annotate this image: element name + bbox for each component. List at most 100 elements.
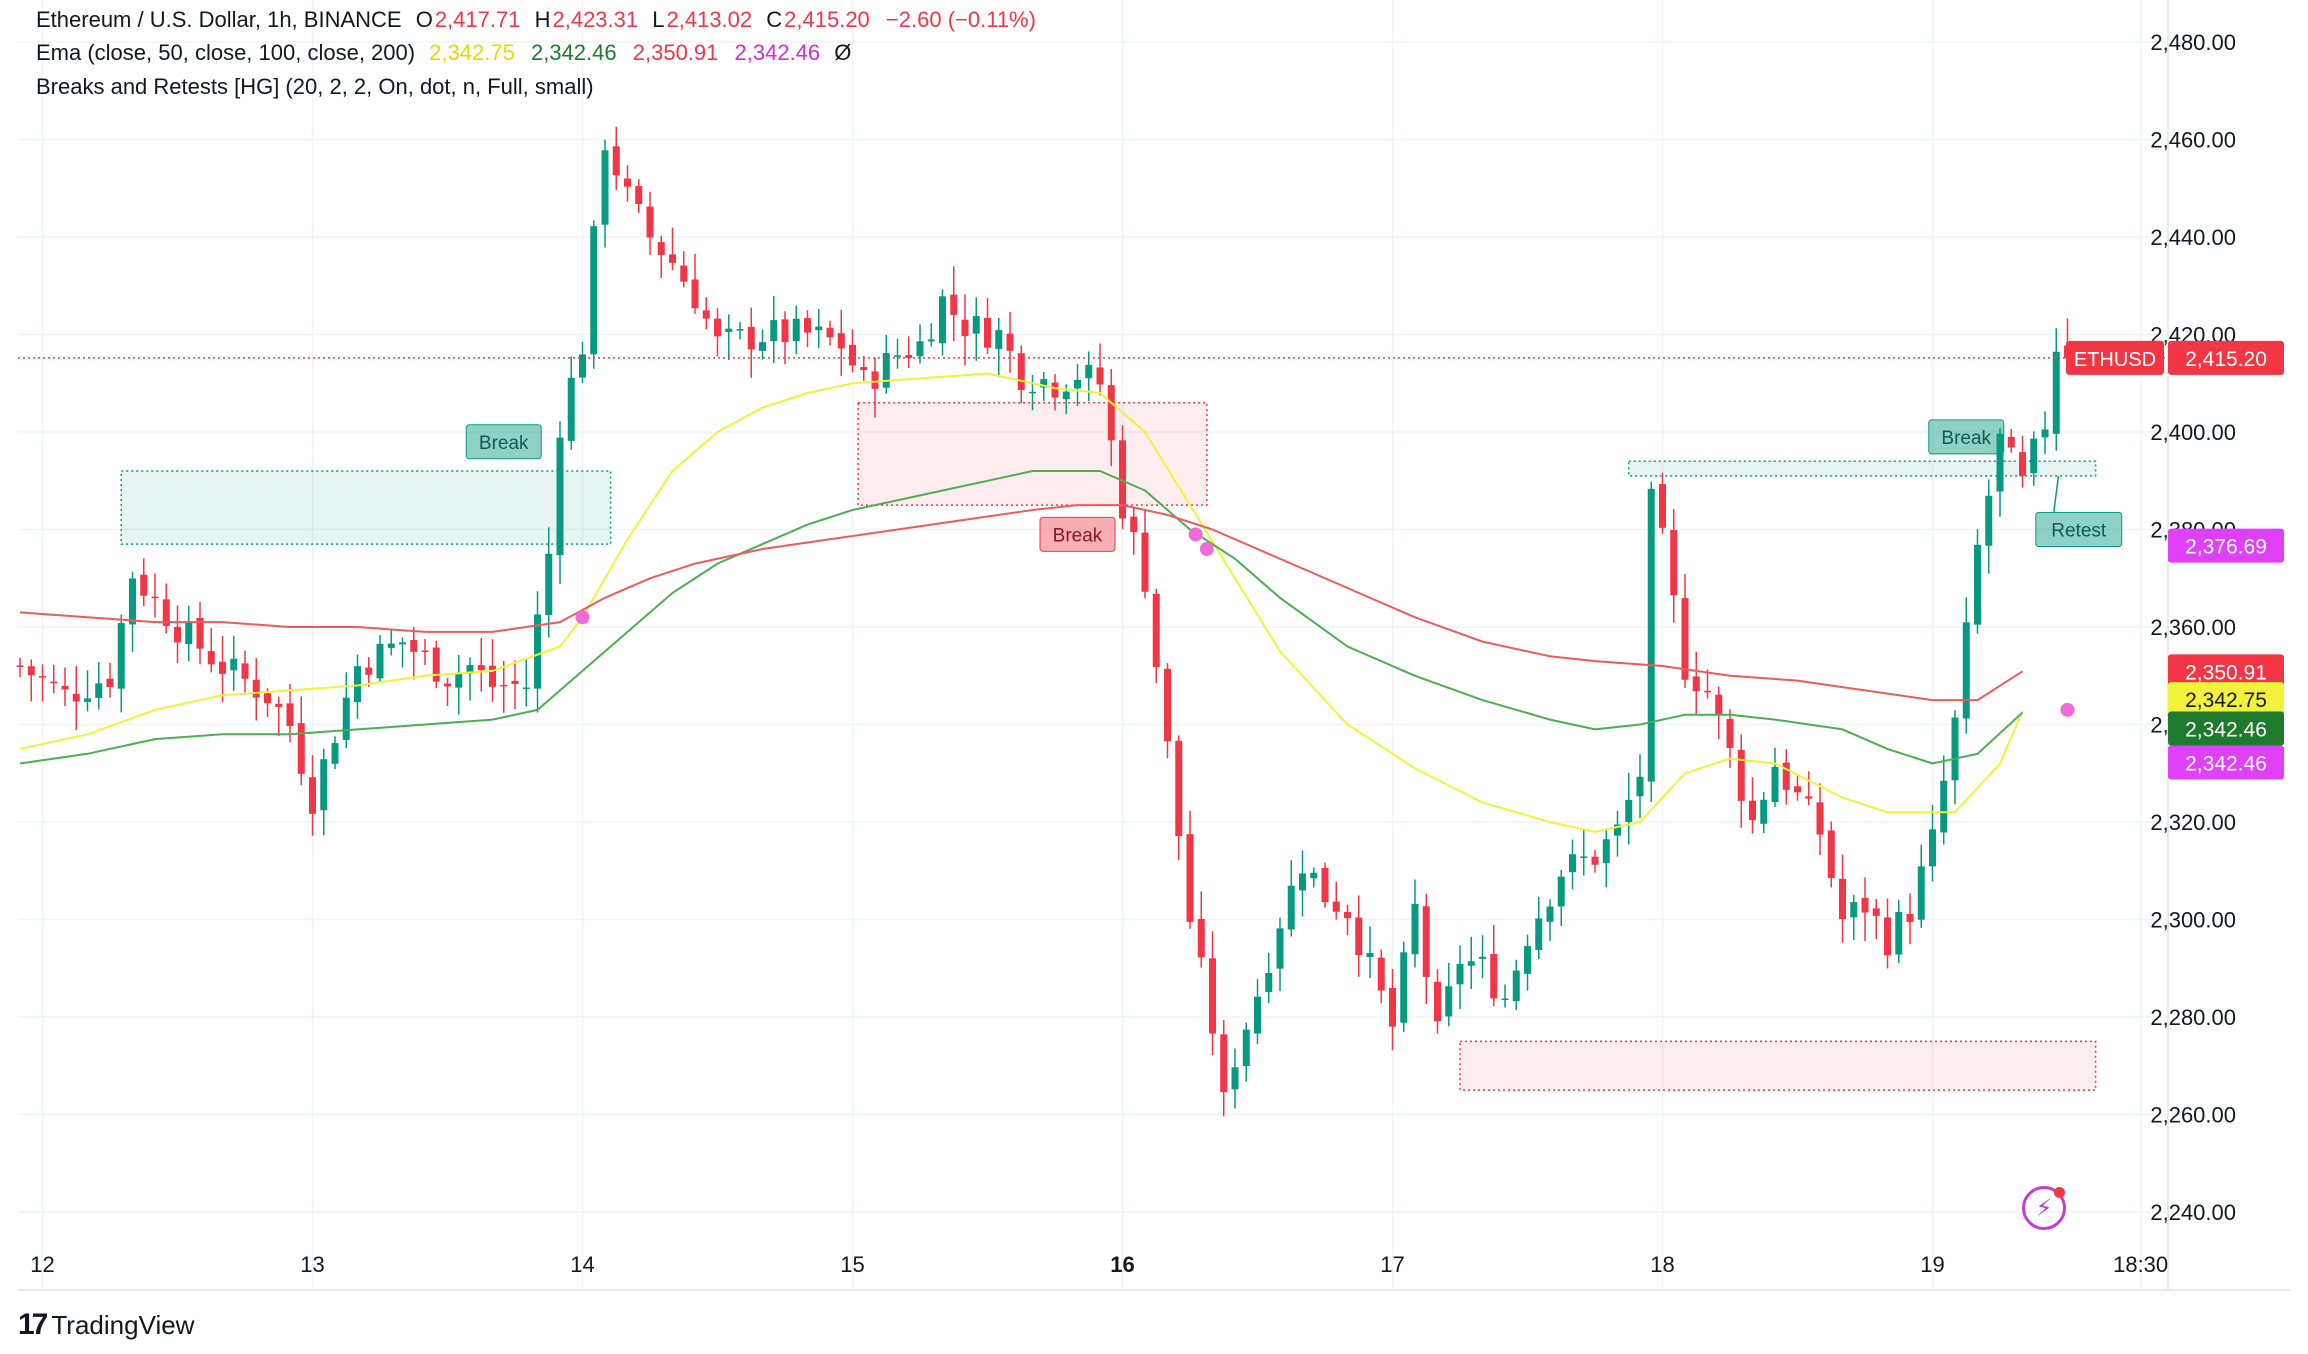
chart-grid bbox=[18, 0, 2168, 1290]
candle-body bbox=[522, 687, 530, 690]
candle-body bbox=[1096, 367, 1104, 385]
break-retest-zones bbox=[120, 402, 2097, 1091]
candle-body bbox=[972, 316, 980, 334]
candle-body bbox=[916, 341, 924, 357]
candle-body bbox=[196, 617, 204, 649]
candle-body bbox=[1962, 622, 1970, 719]
candle-body bbox=[1141, 532, 1149, 592]
ema-cross-dot bbox=[2060, 702, 2075, 717]
candle-body bbox=[556, 437, 564, 556]
indicator-legend[interactable]: Breaks and Retests [HG] (20, 2, 2, On, d… bbox=[36, 70, 594, 104]
ema50-value: 2,342.75 bbox=[429, 40, 515, 65]
candle-body bbox=[1186, 834, 1194, 922]
candle-body bbox=[365, 667, 373, 675]
candle-body bbox=[1535, 918, 1543, 950]
candle-body bbox=[1917, 866, 1925, 920]
candle-body bbox=[95, 683, 103, 698]
flash-icon[interactable]: ⚡ bbox=[2022, 1186, 2066, 1230]
candle-body bbox=[387, 643, 395, 648]
candle-body bbox=[1760, 799, 1768, 824]
candle-body bbox=[1749, 800, 1756, 821]
price-tag-text: 2,342.46 bbox=[2185, 753, 2267, 776]
candle-body bbox=[2019, 452, 2026, 476]
candle-body bbox=[241, 663, 249, 679]
candle-body bbox=[1389, 987, 1396, 1027]
candle-body bbox=[286, 703, 294, 726]
support-zone bbox=[1628, 460, 2097, 477]
indicator-legend-label: Breaks and Retests [HG] (20, 2, 2, On, d… bbox=[36, 74, 594, 99]
retest-connector bbox=[2053, 475, 2060, 513]
candle-body bbox=[1310, 872, 1318, 879]
candle-body bbox=[511, 680, 519, 684]
candle-body bbox=[1974, 544, 1981, 625]
candle-body bbox=[1647, 488, 1655, 782]
candle-body bbox=[1152, 593, 1160, 668]
time-tick-label: 18 bbox=[1650, 1252, 1674, 1277]
candle-body bbox=[27, 666, 35, 676]
candle-body bbox=[1861, 897, 1869, 913]
price-tag bbox=[2168, 654, 2284, 689]
candle-body bbox=[714, 318, 721, 337]
candle-body bbox=[1332, 901, 1340, 912]
symbol-title[interactable]: Ethereum / U.S. Dollar, 1h, BINANCE bbox=[36, 7, 402, 32]
ema200-value: 2,350.91 bbox=[632, 40, 719, 65]
ema-cross-dot bbox=[1188, 527, 1203, 542]
candle-body bbox=[725, 328, 733, 332]
candle-body bbox=[1850, 902, 1858, 918]
break-retest-labels: Break Break Break Retest bbox=[465, 419, 2123, 552]
candle-body bbox=[646, 206, 654, 238]
candle-body bbox=[500, 684, 508, 687]
candle-body bbox=[2052, 351, 2060, 434]
candle-body bbox=[72, 693, 80, 702]
candle-body bbox=[1906, 913, 1914, 923]
tradingview-logo[interactable]: 17 TradingView bbox=[18, 1308, 194, 1342]
price-tag bbox=[2168, 682, 2284, 717]
ema-legend[interactable]: Ema (close, 50, close, 100, close, 200) … bbox=[36, 36, 851, 70]
price-tag bbox=[2168, 340, 2284, 375]
candle-body bbox=[1029, 391, 1036, 394]
candle-body bbox=[961, 319, 969, 337]
candle-body bbox=[1512, 970, 1520, 1001]
support-zone bbox=[120, 470, 612, 545]
time-tick-label: 15 bbox=[840, 1252, 864, 1277]
price-tag-text: 2,342.75 bbox=[2185, 689, 2267, 712]
candle-body bbox=[207, 651, 215, 665]
price-tick-label: 2,480.00 bbox=[2150, 30, 2236, 55]
candle-body bbox=[1434, 981, 1441, 1022]
candle-body bbox=[1805, 796, 1813, 799]
candle-body bbox=[1130, 516, 1138, 533]
candle-body bbox=[995, 330, 1003, 349]
candle-body bbox=[174, 626, 181, 643]
break-label: Break bbox=[1053, 525, 1103, 546]
candle-body bbox=[477, 665, 485, 671]
candle-body bbox=[320, 759, 328, 811]
candle-body bbox=[455, 672, 463, 688]
candle-body bbox=[275, 703, 283, 707]
candle-body bbox=[1355, 917, 1363, 956]
candle-body bbox=[1737, 749, 1745, 801]
candle-body bbox=[39, 676, 46, 678]
candle-body bbox=[1771, 766, 1779, 803]
break-label-box bbox=[465, 424, 542, 460]
ema-lines bbox=[19, 372, 2024, 833]
symbol-tag bbox=[2066, 340, 2164, 375]
candle-body bbox=[1524, 946, 1531, 974]
candle-body bbox=[1040, 379, 1048, 388]
candle-body bbox=[567, 377, 575, 441]
price-tag-text: 2,342.46 bbox=[2185, 719, 2267, 742]
time-tick-label: 14 bbox=[570, 1252, 594, 1277]
candle-body bbox=[489, 665, 496, 687]
break-label-box bbox=[1039, 516, 1116, 552]
candle-body bbox=[376, 643, 384, 679]
candle-body bbox=[230, 658, 238, 671]
candle-body bbox=[1107, 385, 1115, 441]
candle-body bbox=[1164, 668, 1171, 742]
retest-label: Retest bbox=[2051, 521, 2107, 542]
candle-body bbox=[702, 310, 710, 319]
candle-body bbox=[1726, 718, 1734, 748]
candle-body bbox=[1051, 382, 1059, 398]
candle-body bbox=[770, 320, 778, 341]
candle-body bbox=[1895, 912, 1903, 955]
candle-body bbox=[1467, 961, 1475, 966]
